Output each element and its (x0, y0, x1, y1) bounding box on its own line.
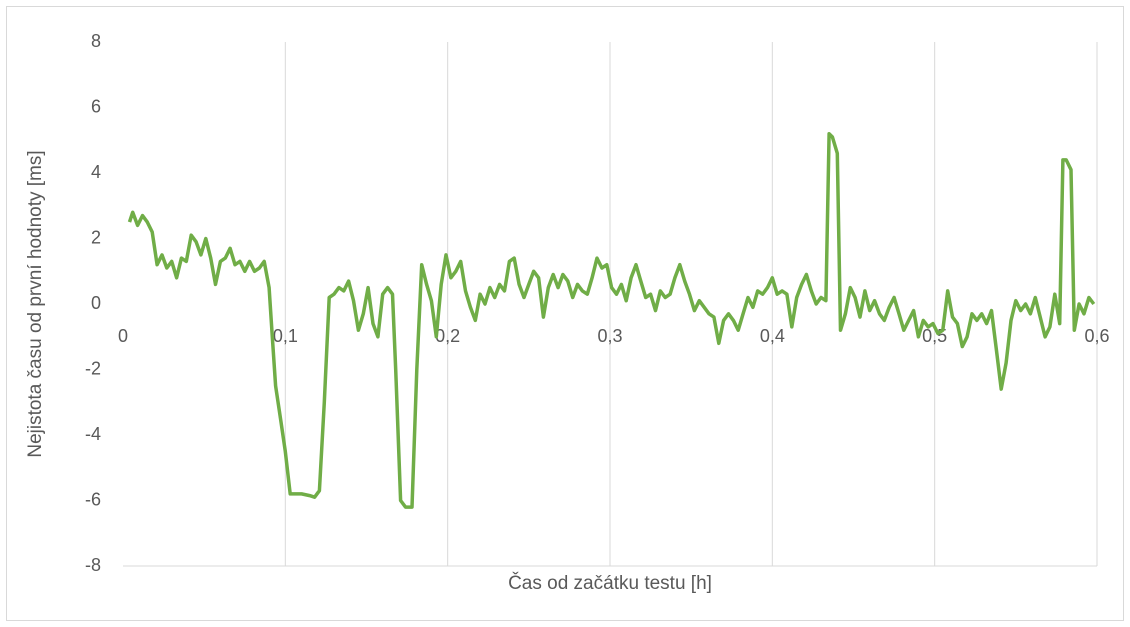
y-tick-label: 2 (91, 227, 101, 247)
y-tick-label: 0 (91, 293, 101, 313)
chart-border (6, 6, 1124, 621)
y-tick-label: -4 (85, 424, 101, 444)
y-tick-label: 4 (91, 162, 101, 182)
x-tick-label: 0,4 (760, 326, 785, 346)
y-tick-label: 8 (91, 31, 101, 51)
x-axis-title: Čas od začátku testu [h] (508, 572, 712, 594)
x-tick-label: 0,2 (435, 326, 460, 346)
data-line (127, 131, 1096, 509)
x-tick-label: 0,6 (1084, 326, 1109, 346)
y-tick-label: -2 (85, 358, 101, 378)
x-tick-label: 0 (118, 326, 128, 346)
y-tick-label: -6 (85, 489, 101, 509)
y-tick-label: -8 (85, 555, 101, 575)
y-tick-label: 6 (91, 96, 101, 116)
x-tick-label: 0,3 (597, 326, 622, 346)
y-axis-title: Nejistota času od první hodnoty [ms] (25, 150, 46, 457)
x-tick-label: 0,1 (273, 326, 298, 346)
